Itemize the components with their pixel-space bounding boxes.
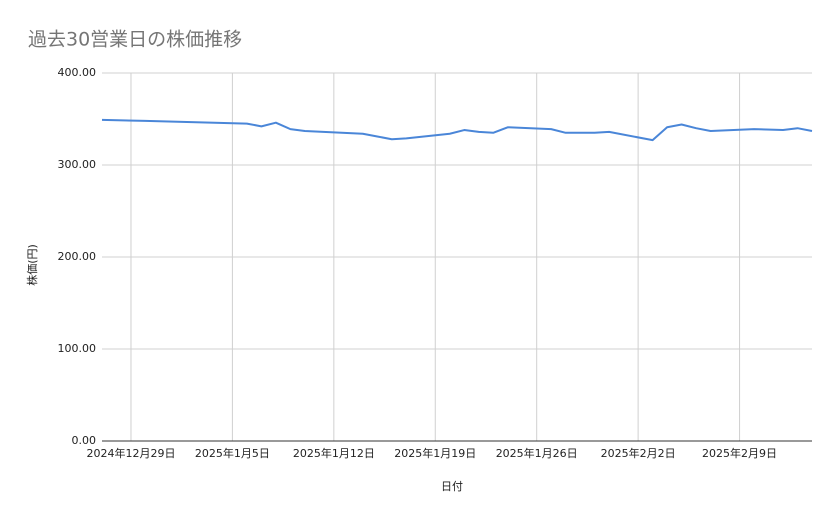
y-axis-title: 株価(円) <box>25 244 39 286</box>
chart-title: 過去30営業日の株価推移 <box>28 29 242 51</box>
x-tick-label: 2025年2月2日 <box>601 446 676 460</box>
y-tick-label: 200.00 <box>58 250 97 263</box>
y-tick-label: 300.00 <box>58 158 97 171</box>
y-tick-label: 0.00 <box>72 434 97 447</box>
line-series <box>101 118 813 142</box>
y-tick-label: 400.00 <box>58 66 97 79</box>
x-axis-title: 日付 <box>441 480 463 493</box>
x-tick-label: 2024年12月29日 <box>86 446 175 460</box>
x-tick-label: 2025年1月26日 <box>496 446 578 460</box>
x-tick-label: 2025年2月9日 <box>702 446 777 460</box>
x-tick-label: 2025年1月5日 <box>195 446 270 460</box>
y-tick-label: 100.00 <box>58 342 97 355</box>
x-tick-label: 2025年1月19日 <box>394 446 476 460</box>
x-tick-label: 2025年1月12日 <box>293 446 375 460</box>
